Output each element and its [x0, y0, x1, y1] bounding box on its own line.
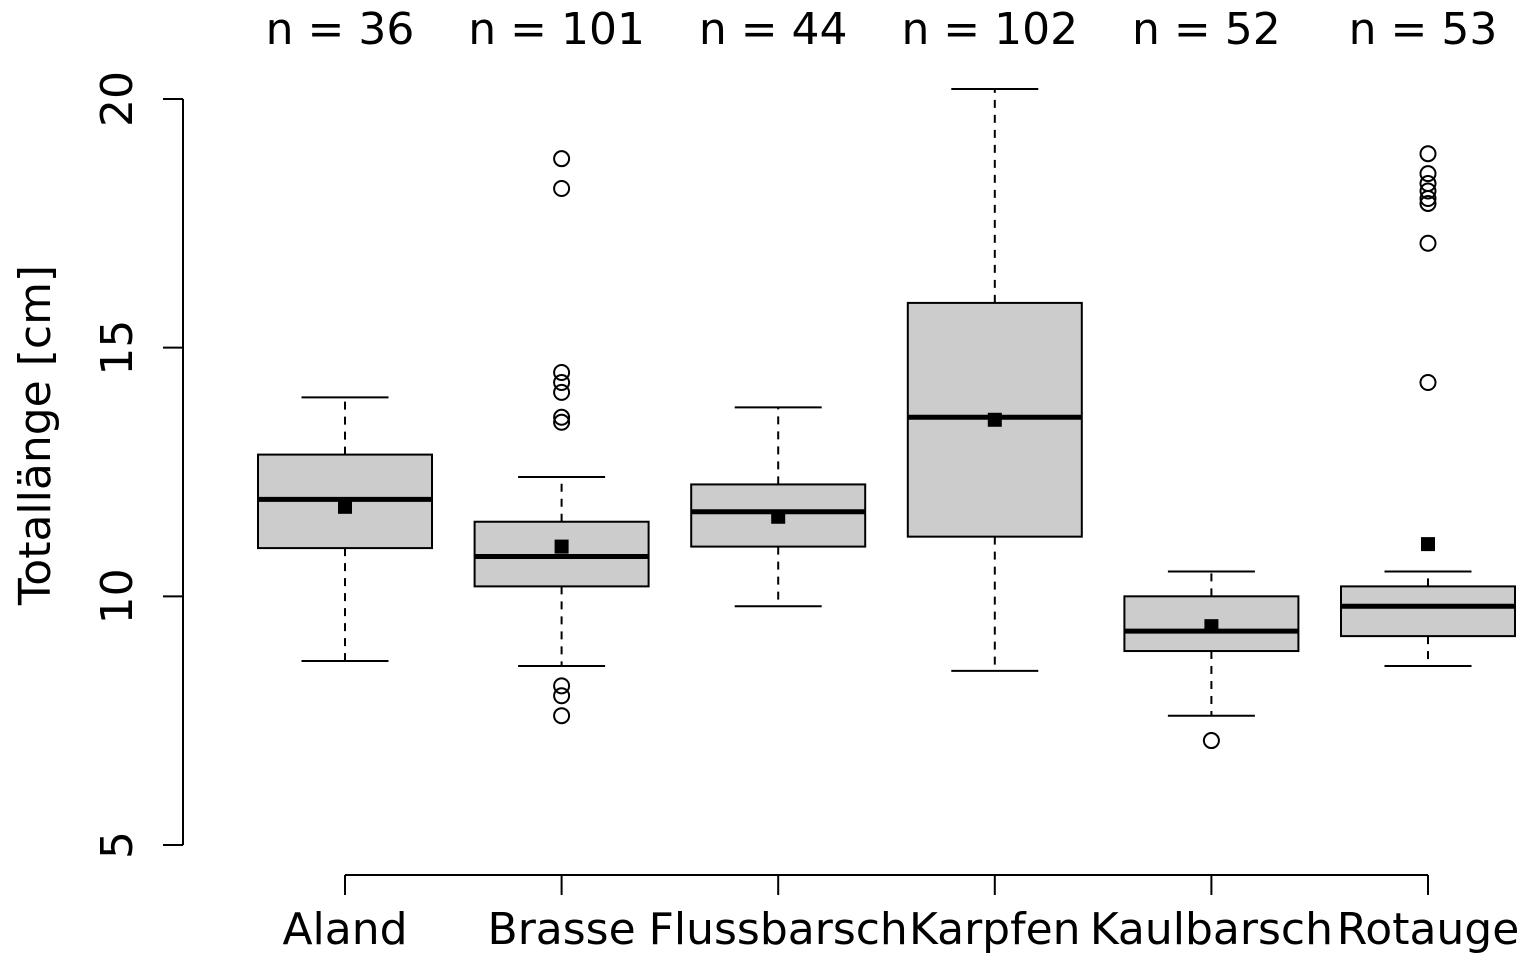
x-tick-label: Flussbarsch: [649, 904, 908, 955]
mean: [1421, 537, 1435, 552]
outlier: [553, 180, 571, 198]
box: [1340, 585, 1516, 638]
outlier: [553, 413, 571, 431]
mean: [771, 509, 786, 524]
outlier: [553, 383, 571, 401]
outlier: [553, 707, 571, 725]
outlier: [1419, 234, 1437, 252]
outlier: [1419, 189, 1437, 207]
x-tick-label: Karpfen: [909, 904, 1081, 955]
x-tick-label: Kaulbarsch: [1090, 904, 1333, 955]
n-label: n = 44: [699, 4, 848, 55]
mean: [1204, 619, 1219, 634]
mean: [987, 412, 1002, 427]
n-label: n = 102: [901, 4, 1078, 55]
outlier: [1419, 165, 1437, 183]
outlier: [1419, 145, 1437, 163]
outlier: [553, 677, 571, 695]
outlier: [553, 687, 571, 705]
n-label: n = 53: [1349, 4, 1498, 55]
x-tick-label: Rotauge: [1337, 904, 1520, 955]
y-tick-label: 5: [92, 831, 143, 859]
y-tick-label: 10: [92, 568, 143, 624]
outlier: [553, 150, 571, 168]
n-label: n = 52: [1132, 4, 1281, 55]
outlier: [1419, 373, 1437, 391]
n-label: n = 101: [468, 4, 645, 55]
outlier: [1419, 182, 1437, 200]
y-axis-title: Totallänge [cm]: [10, 265, 61, 606]
outlier: [1419, 194, 1437, 212]
mean: [554, 539, 569, 554]
outlier: [553, 364, 571, 382]
outlier: [553, 373, 571, 391]
y-tick-label: 15: [92, 320, 143, 376]
x-tick-label: Brasse: [488, 904, 636, 955]
outlier: [1202, 732, 1220, 750]
outlier: [553, 408, 571, 426]
y-tick-label: 20: [92, 71, 143, 127]
n-label: n = 36: [266, 4, 415, 55]
x-tick-label: Aland: [282, 904, 407, 955]
mean: [338, 499, 352, 514]
